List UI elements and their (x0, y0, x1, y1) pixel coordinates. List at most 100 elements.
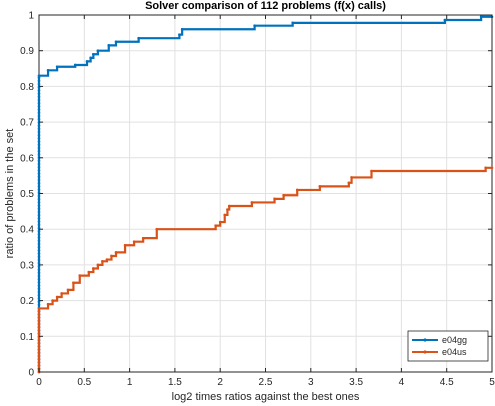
series-marker-e04gg (37, 127, 41, 131)
series-point-e04us (370, 169, 373, 173)
legend-label-e04gg: e04gg (442, 335, 467, 345)
legend-marker-e04gg (423, 338, 427, 342)
series-point-e04us (78, 274, 82, 277)
series-marker-e04gg (37, 226, 41, 230)
series-marker-e04gg (37, 143, 41, 147)
x-tick-label: 2 (217, 377, 223, 388)
series-point-e04gg (137, 36, 140, 40)
series-marker-e04us (37, 319, 41, 323)
series-point-e04gg (96, 49, 100, 52)
chart-title: Solver comparison of 112 problems (f(x) … (145, 0, 386, 12)
series-marker-e04gg (37, 89, 41, 92)
series-marker-e04gg (37, 281, 41, 284)
series-marker-e04gg (37, 117, 41, 121)
series-marker-e04gg (37, 277, 41, 281)
series-marker-e04gg (37, 284, 41, 287)
series-marker-e04gg (37, 105, 41, 108)
series-point-e04gg (178, 33, 181, 36)
series-point-e04us (350, 176, 353, 179)
y-tick-label: 0 (28, 368, 34, 379)
series-marker-e04us (37, 351, 41, 355)
series-marker-e04us (37, 357, 41, 361)
series-marker-e04gg (37, 233, 41, 236)
series-marker-e04gg (37, 242, 41, 246)
series-point-e04us (114, 251, 118, 254)
series-marker-e04gg (37, 114, 41, 118)
series-marker-e04gg (37, 252, 41, 255)
grid-lines (38, 14, 493, 373)
series-marker-e04gg (37, 175, 41, 179)
series-point-e04us (155, 227, 159, 231)
series-point-e04us (51, 299, 54, 302)
series-marker-e04gg (37, 159, 41, 163)
x-tick-label: 0.5 (77, 377, 91, 388)
series-marker-e04us (37, 322, 41, 326)
series-marker-e04gg (37, 201, 41, 204)
series-point-e04us (92, 267, 95, 270)
legend-label-e04us: e04us (442, 347, 467, 357)
series-point-e04gg (291, 21, 294, 25)
series-marker-e04gg (37, 185, 41, 188)
y-tick-label: 0.1 (20, 332, 34, 343)
series-marker-e04gg (37, 204, 41, 207)
x-tick-label: 4.5 (440, 377, 454, 388)
x-tick-label: 2.5 (259, 377, 273, 388)
series-marker-e04gg (37, 220, 41, 223)
y-axis-ticks: 0 0.1 0.2 0.3 0.4 0.5 0.6 0.7 0.8 0.9 1 (20, 11, 492, 379)
series-point-e04us (218, 220, 222, 224)
series-layer (37, 15, 494, 374)
series-point-e04gg (479, 15, 483, 19)
series-marker-e04gg (37, 82, 41, 86)
series-marker-e04gg (37, 146, 41, 150)
legend: e04gg e04us (407, 330, 489, 362)
series-marker-e04gg (37, 217, 41, 220)
series-marker-e04gg (37, 95, 41, 99)
series-point-e04us (37, 307, 41, 310)
series-point-e04us (101, 260, 104, 263)
x-axis-ticks: 0 0.5 1 1.5 2 2.5 3 3.5 4 4.5 5 (36, 15, 495, 388)
series-point-e04us (105, 258, 109, 261)
x-tick-label: 4 (399, 377, 405, 388)
y-tick-label: 0.5 (20, 189, 34, 200)
series-point-e04gg (89, 56, 92, 60)
series-point-e04gg (46, 69, 50, 72)
series-point-e04us (60, 292, 63, 295)
series-marker-e04us (37, 309, 41, 313)
y-tick-label: 0.6 (20, 153, 34, 164)
series-marker-e04gg (37, 223, 41, 227)
series-point-e04gg (37, 74, 41, 77)
series-point-e04us (87, 270, 91, 274)
series-point-e04us (132, 240, 136, 243)
series-point-e04us (123, 243, 127, 247)
series-marker-e04gg (37, 92, 41, 95)
series-marker-e04gg (37, 258, 41, 262)
series-point-e04gg (55, 65, 59, 69)
series-marker-e04gg (37, 153, 41, 156)
series-marker-e04gg (37, 188, 41, 191)
x-tick-label: 3.5 (349, 377, 363, 388)
series-point-e04us (110, 254, 113, 258)
series-point-e04us (273, 197, 276, 201)
series-point-e04us (318, 185, 322, 188)
x-tick-label: 0 (36, 377, 42, 388)
series-point-e04us (46, 302, 50, 306)
x-tick-label: 3 (308, 377, 314, 388)
series-marker-e04gg (37, 162, 41, 166)
series-point-e04gg (443, 18, 447, 22)
series-marker-e04gg (37, 287, 41, 291)
series-point-e04us (141, 236, 145, 240)
series-point-e04us (347, 181, 351, 185)
series-marker-e04gg (37, 130, 41, 134)
series-marker-e04gg (37, 274, 41, 278)
series-marker-e04us (37, 338, 41, 342)
series-marker-e04gg (37, 210, 41, 214)
series-marker-e04gg (37, 261, 41, 265)
series-point-e04us (96, 263, 100, 267)
y-tick-label: 0.8 (20, 82, 34, 93)
y-tick-label: 0.9 (20, 46, 34, 57)
series-marker-e04gg (37, 239, 41, 243)
series-marker-e04gg (37, 268, 41, 271)
x-axis-label: log2 times ratios against the best ones (172, 391, 360, 403)
series-marker-e04us (37, 316, 41, 319)
